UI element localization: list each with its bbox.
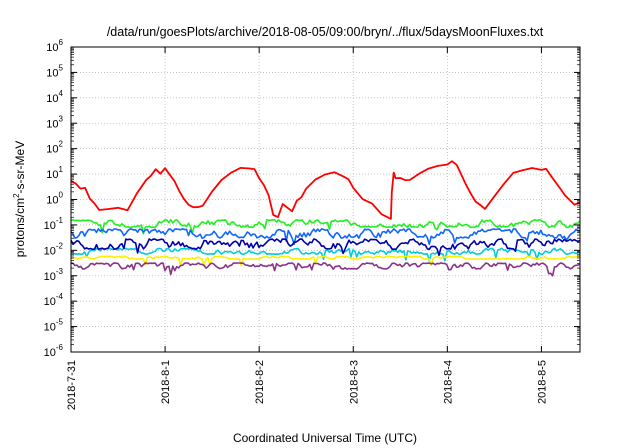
grid-lines: [71, 47, 580, 352]
series-line-red: [70, 160, 581, 220]
series-line: [70, 247, 581, 262]
series-line: [70, 262, 581, 277]
y-tick-label: 10-3: [44, 267, 64, 283]
y-tick-label: 10-4: [44, 292, 64, 308]
x-tick-label: 2018-8-1: [160, 360, 172, 404]
chart-title: /data/run/goesPlots/archive/2018-08-05/0…: [107, 25, 544, 39]
y-tick-label: 10-6: [44, 343, 64, 359]
x-axis-label: Coordinated Universal Time (UTC): [233, 431, 417, 445]
x-tick-label: 2018-8-3: [348, 360, 360, 404]
series-line: [70, 255, 581, 267]
x-tick-label: 2018-7-31: [66, 360, 78, 410]
series-line: [70, 228, 581, 246]
x-tick-label: 2018-8-4: [442, 360, 454, 404]
x-tick-label: 2018-8-5: [536, 360, 548, 404]
y-tick-label: 103: [46, 114, 63, 130]
data-series: [70, 160, 581, 277]
series-line: [70, 218, 581, 235]
y-tick-label: 106: [46, 38, 63, 54]
x-axis-ticks: 2018-7-31 2018-8-1 2018-8-2 2018-8-3 2018-8-…: [66, 47, 548, 410]
series-line: [70, 238, 581, 257]
y-tick-label: 104: [46, 89, 63, 105]
y-tick-label: 10-1: [44, 216, 64, 232]
y-axis-label: protons/cm2-s-sr-MeV: [12, 141, 27, 257]
y-tick-label: 100: [46, 191, 63, 207]
y-tick-label: 10-5: [44, 318, 64, 334]
y-axis-ticks: 106 105 104 103 102 101 100 10-1 10-2 10-3 10-4 10-…: [44, 38, 580, 359]
x-tick-label: 2018-8-2: [254, 360, 266, 404]
y-tick-label: 105: [46, 63, 63, 79]
y-tick-label: 101: [46, 165, 63, 181]
y-tick-label: 10-2: [44, 241, 64, 257]
y-tick-label: 102: [46, 140, 63, 156]
